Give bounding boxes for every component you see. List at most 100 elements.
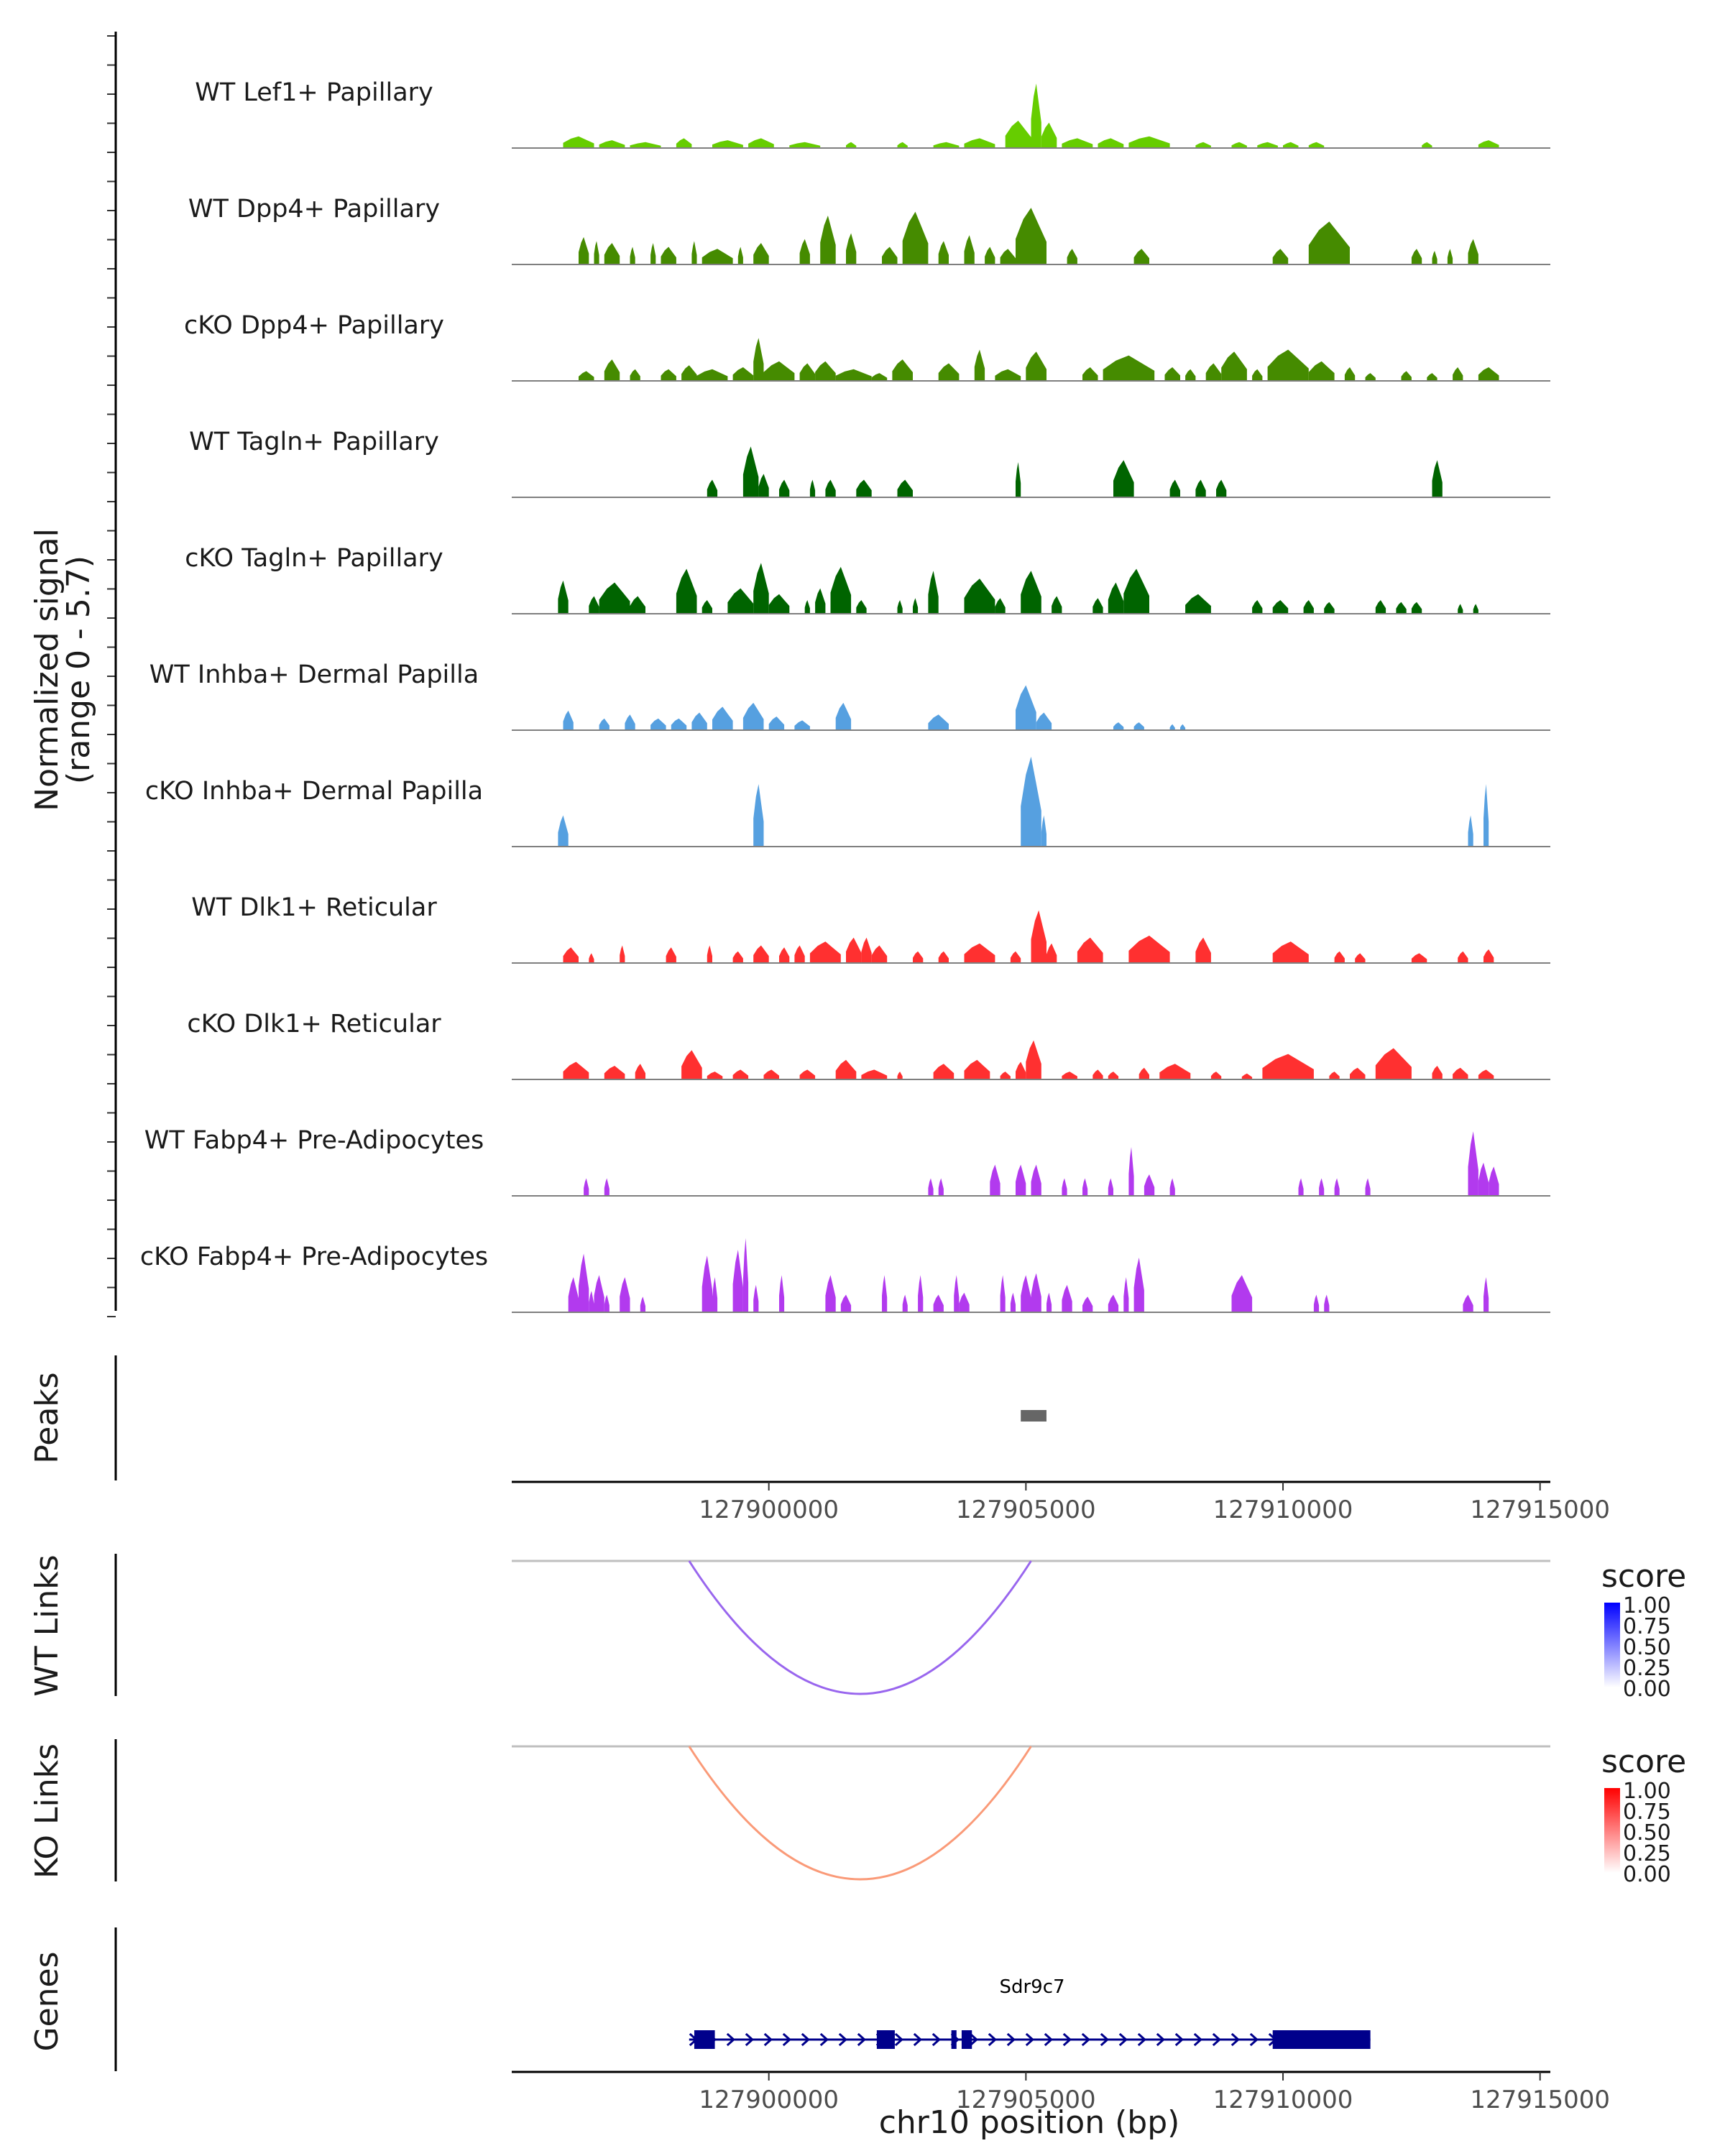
coverage-peak (620, 945, 625, 963)
gene-track: Sdr9c7 (689, 1976, 1371, 2049)
coverage-peak (1082, 367, 1098, 381)
coverage-peak (820, 216, 836, 264)
x-axis-title: chr10 position (bp) (879, 2104, 1180, 2141)
coverage-peak (882, 247, 898, 264)
gene-exon (876, 2030, 895, 2049)
coverage-track-label: cKO Dlk1+ Reticular (187, 1010, 441, 1038)
coverage-peak (589, 1291, 594, 1312)
coverage-track-9: cKO Dlk1+ Reticular (187, 1010, 1550, 1080)
y-axis-title: Normalized signal (range 0 - 5.7) (29, 528, 97, 811)
strand-arrow (1044, 2032, 1054, 2047)
peaks-track (1021, 1410, 1046, 1422)
coverage-peak (732, 367, 754, 381)
coverage-peak (825, 1275, 836, 1312)
coverage-peak (882, 1275, 888, 1312)
coverage-peak (691, 241, 697, 264)
coverage-peak (897, 479, 913, 497)
coverage-peak (1052, 596, 1062, 614)
coverage-peak (825, 479, 836, 497)
coverage-peak (579, 1253, 589, 1312)
coverage-peak (1484, 949, 1494, 963)
coverage-peak (1000, 249, 1016, 264)
coverage-peak (1123, 568, 1149, 614)
coverage-peak (938, 951, 949, 963)
coverage-peak (928, 571, 939, 614)
coverage-peak (579, 371, 594, 381)
coverage-peak (1128, 935, 1170, 963)
coverage-peak (840, 1294, 852, 1312)
strand-arrow (1062, 2032, 1072, 2047)
coverage-peak (753, 243, 769, 264)
legend-tick-label: 0.75 (1623, 1800, 1671, 1825)
link-track-label: WT Links (29, 1554, 65, 1696)
coverage-peak (702, 1256, 712, 1312)
coverage-peak (964, 943, 995, 963)
coverage-peak (1108, 1178, 1113, 1196)
coverage-peak (1016, 462, 1021, 497)
coverage-peak (1484, 784, 1489, 847)
coverage-peak (1016, 208, 1046, 264)
coverage-peak (1005, 120, 1031, 148)
legend-tick-label: 0.25 (1623, 1841, 1671, 1866)
coverage-peak (676, 568, 697, 614)
gene-name-label: Sdr9c7 (999, 1976, 1064, 1998)
legend-color-bar (1604, 1603, 1620, 1687)
y-axis-title-line-2: (range 0 - 5.7) (60, 556, 97, 784)
coverage-track-label: WT Fabp4+ Pre-Adipocytes (144, 1126, 484, 1155)
coverage-peak (1067, 249, 1077, 264)
coverage-track-10: WT Fabp4+ Pre-Adipocytes (144, 1126, 1550, 1197)
coverage-peak (815, 361, 836, 381)
strand-arrow (1025, 2032, 1035, 2047)
coverage-peak (1010, 951, 1021, 963)
coverage-peak (1108, 1294, 1119, 1312)
strand-arrow (1100, 2032, 1110, 2047)
coverage-peak (1432, 460, 1443, 497)
coverage-peak (1319, 1178, 1325, 1196)
coverage-peak (1329, 1072, 1340, 1079)
coverage-peak (897, 1072, 903, 1079)
coverage-peak (1010, 1292, 1016, 1312)
legend-tick-label: 0.25 (1623, 1656, 1671, 1681)
coverage-track-2: WT Dpp4+ Papillary (188, 195, 1550, 265)
coverage-peak (732, 1250, 743, 1312)
coverage-peak (630, 596, 645, 614)
coverage-peak (1108, 1072, 1119, 1079)
coverage-peak (913, 598, 919, 614)
strand-arrow (857, 2032, 867, 2047)
coverage-peak (1133, 722, 1144, 730)
coverage-peak (990, 1164, 1000, 1196)
coverage-peak (1447, 249, 1453, 264)
coverage-track-label: WT Inhba+ Dermal Papilla (150, 660, 479, 689)
coverage-peak (1205, 363, 1222, 381)
coverage-peak (1478, 367, 1499, 381)
coverage-peak (707, 1072, 723, 1079)
coverage-track-7: cKO Inhba+ Dermal Papilla (145, 756, 1550, 847)
x-axis-top: 127900000 127905000 127910000 127915000 (512, 1480, 1610, 1524)
coverage-tracks: WT Lef1+ Papillary WT Dpp4+ Papillary cKO … (107, 35, 1550, 1317)
coverage-peak (1128, 1147, 1134, 1196)
coverage-peak (964, 235, 975, 264)
coverage-peak (620, 1277, 630, 1312)
strand-arrow (913, 2032, 923, 2047)
coverage-peak (835, 369, 872, 381)
coverage-peak (558, 815, 569, 847)
coverage-track-label: cKO Inhba+ Dermal Papilla (145, 777, 483, 806)
strand-arrow (1081, 2032, 1091, 2047)
coverage-peak (1355, 953, 1366, 963)
coverage-peak (1092, 1069, 1103, 1079)
coverage-peak (1308, 142, 1325, 148)
coverage-peak (1432, 1066, 1443, 1079)
strand-arrow (988, 2032, 998, 2047)
coverage-peak (1432, 251, 1438, 264)
gene-exon (694, 2030, 715, 2049)
peak-region (1021, 1410, 1046, 1422)
coverage-peak (1489, 1166, 1499, 1196)
coverage-peak (1082, 1178, 1088, 1196)
coverage-peak (1334, 1178, 1340, 1196)
strand-arrow (1249, 2032, 1259, 2047)
strand-arrow (1156, 2032, 1166, 2047)
coverage-peak (1216, 479, 1227, 497)
coverage-peak (799, 239, 810, 264)
coverage-peak (1031, 1164, 1041, 1196)
coverage-peak (742, 1238, 749, 1312)
